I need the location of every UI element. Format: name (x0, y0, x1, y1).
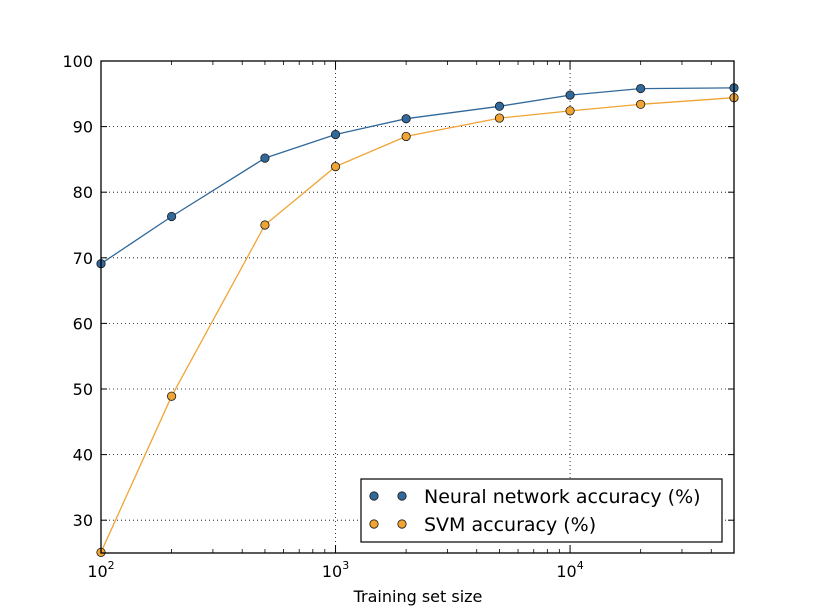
series-layer (96, 83, 739, 557)
data-point (636, 99, 646, 109)
data-point (494, 113, 505, 123)
y-tick-label: 80 (73, 183, 93, 202)
x-tick-base: 10 (556, 562, 576, 581)
x-tick-base: 10 (322, 562, 342, 581)
legend-box (360, 478, 723, 543)
legend-label: Neural network accuracy (%) (424, 486, 701, 508)
series-0 (96, 83, 739, 269)
y-tick-label: 70 (73, 249, 93, 268)
data-point (565, 90, 575, 100)
x-tick-base: 10 (87, 562, 107, 581)
data-point (330, 162, 341, 172)
x-tick-exponent: 2 (108, 559, 115, 572)
legend-marker (397, 491, 407, 501)
data-point (636, 83, 646, 94)
ticks (100, 60, 734, 553)
y-tick-label: 100 (62, 52, 93, 71)
y-tick-label: 50 (73, 380, 93, 399)
y-tick-label: 60 (73, 314, 93, 333)
x-tick-exponent: 4 (577, 559, 584, 572)
y-tick-label: 30 (73, 511, 93, 530)
x-tick-exponent: 3 (342, 559, 349, 572)
legend-item: Neural network accuracy (%) (369, 486, 701, 508)
y-tick-label: 40 (73, 446, 93, 465)
x-axis-title: Training set size (353, 587, 483, 606)
plot-area (101, 61, 734, 553)
data-point (167, 211, 177, 222)
legend: Neural network accuracy (%) SVM accuracy … (360, 478, 723, 543)
data-point (401, 114, 411, 124)
series-1 (96, 93, 739, 557)
legend-marker (369, 519, 379, 529)
legend-marker (397, 519, 407, 529)
legend-label: SVM accuracy (%) (424, 514, 596, 536)
x-tick-label: 102 (87, 559, 114, 581)
data-point (401, 131, 411, 142)
data-point (565, 106, 575, 116)
legend-marker (369, 491, 379, 501)
data-point (260, 220, 270, 230)
data-point (330, 129, 341, 140)
data-point (494, 101, 505, 111)
plot-frame (100, 60, 735, 554)
legend-item: SVM accuracy (%) (369, 514, 596, 536)
data-point (167, 391, 177, 401)
y-tick-label: 90 (73, 118, 93, 137)
x-tick-label: 103 (322, 559, 349, 581)
data-point (260, 153, 270, 163)
x-tick-label: 104 (556, 559, 583, 581)
